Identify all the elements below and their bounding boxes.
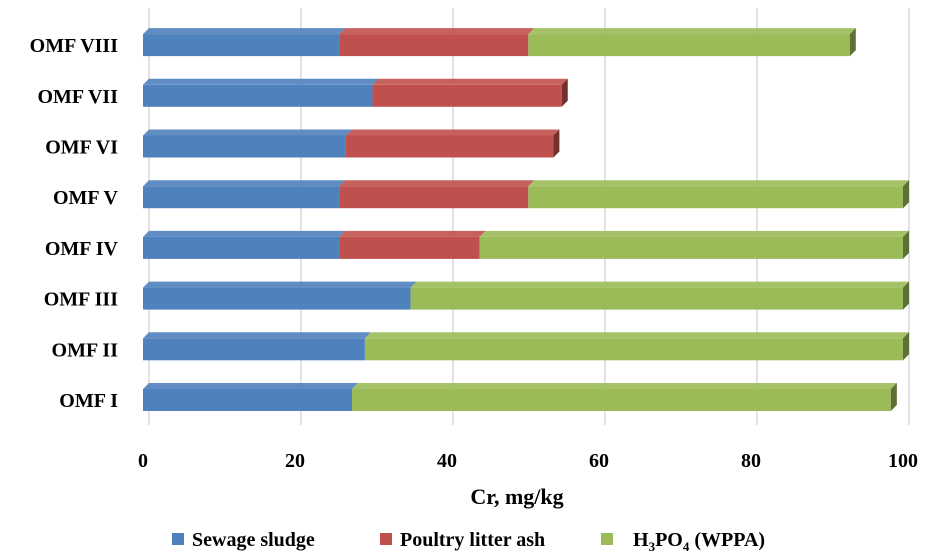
bar-side-face	[903, 281, 909, 310]
bar-top-face	[339, 28, 535, 35]
legend-swatch	[601, 533, 613, 545]
bar-side-face	[903, 180, 909, 209]
bar-segment	[372, 84, 562, 107]
legend-label: Sewage sludge	[192, 529, 315, 551]
bar-side-face	[561, 78, 568, 107]
category-label: OMF I	[59, 390, 118, 412]
bar-segment	[479, 236, 903, 259]
category-label: OMF VII	[37, 86, 118, 108]
legend-swatch	[380, 533, 392, 545]
bar-top-face	[345, 129, 560, 136]
bar-side-face	[849, 28, 856, 57]
x-tick-label: 80	[741, 450, 761, 472]
category-label: OMF II	[52, 339, 119, 361]
bar-top-face	[143, 383, 358, 389]
bar-segment	[364, 338, 903, 361]
bar-top-face	[143, 78, 379, 85]
category-label: OMF III	[44, 289, 118, 311]
bar-segment	[339, 186, 529, 209]
legend-label: Poultry litter ash	[400, 529, 545, 551]
category-label: OMF VIII	[30, 35, 119, 57]
bar-segment	[352, 389, 891, 411]
bar-side-face	[553, 129, 560, 158]
x-tick-label: 60	[589, 450, 609, 472]
bar-top-face	[528, 180, 909, 187]
x-tick-label: 100	[888, 450, 918, 472]
bar-top-face	[143, 129, 352, 136]
x-tick-label: 20	[285, 450, 305, 472]
legend-label: H3PO4 (WPPA)	[633, 529, 765, 553]
bar-segment	[339, 34, 529, 57]
category-label: OMF IV	[45, 238, 119, 260]
bar-top-face	[364, 332, 909, 339]
bar-segment	[143, 236, 340, 259]
bar-segment	[410, 287, 903, 310]
bar-segment	[528, 34, 850, 57]
bar-top-face	[352, 383, 897, 389]
bar-segment	[339, 236, 480, 259]
bar-top-face	[143, 332, 371, 339]
bar-top-face	[528, 28, 856, 35]
x-axis-title: Cr, mg/kg	[470, 484, 563, 509]
bar-side-face	[903, 332, 909, 361]
bar-segment	[143, 34, 340, 57]
bar-segment	[143, 338, 365, 361]
bar-top-face	[339, 230, 486, 237]
x-tick-label: 0	[138, 450, 148, 472]
bars	[143, 28, 909, 411]
bar-top-face	[143, 180, 346, 187]
bar-top-face	[479, 230, 909, 237]
bar-segment	[345, 135, 554, 158]
x-tick-labels: 0 20 40 60 80 100	[138, 450, 918, 472]
bar-segment	[143, 84, 373, 107]
bar-top-face	[143, 28, 346, 35]
bar-segment	[143, 389, 352, 411]
bar-side-face	[903, 230, 909, 259]
bar-top-face	[143, 230, 346, 237]
legend-swatch	[172, 533, 184, 545]
category-label: OMF V	[53, 187, 119, 209]
bar-segment	[143, 186, 340, 209]
category-labels: OMF I OMF II OMF III OMF IV OMF V OMF VI OMF V…	[30, 35, 119, 412]
bar-segment	[143, 287, 411, 310]
bar-segment	[143, 135, 346, 158]
gridlines	[148, 8, 910, 425]
bar-top-face	[339, 180, 535, 187]
category-label: OMF VI	[45, 137, 118, 159]
bar-top-face	[372, 78, 568, 85]
bar-top-face	[143, 281, 417, 288]
bar-side-face	[890, 383, 897, 411]
x-tick-label: 40	[437, 450, 457, 472]
legend: Sewage sludge Poultry litter ash H3PO4 (WP…	[172, 529, 765, 553]
bar-top-face	[410, 281, 909, 288]
bar-segment	[528, 186, 903, 209]
